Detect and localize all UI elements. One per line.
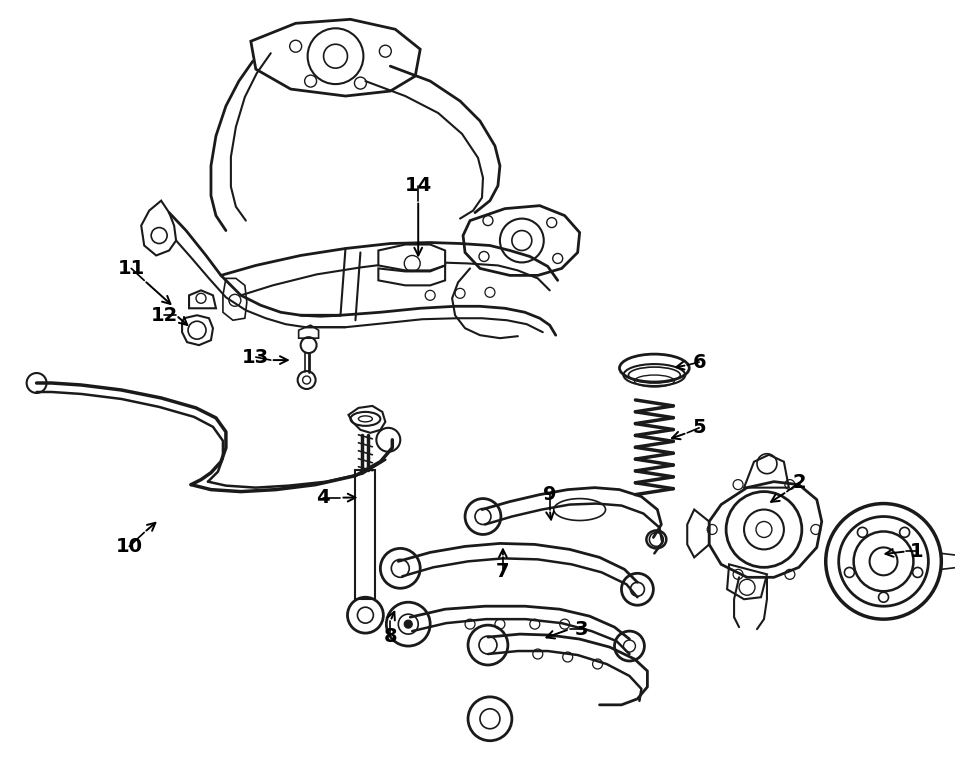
Text: 8: 8 — [384, 627, 397, 645]
Text: 2: 2 — [792, 473, 806, 492]
Text: 11: 11 — [118, 259, 145, 278]
Text: 6: 6 — [692, 353, 706, 372]
Text: 9: 9 — [543, 485, 556, 504]
Text: 3: 3 — [575, 620, 589, 638]
Polygon shape — [378, 245, 445, 270]
Text: 10: 10 — [116, 537, 143, 556]
Text: 4: 4 — [316, 488, 329, 507]
Text: 7: 7 — [496, 562, 510, 581]
Text: 13: 13 — [242, 347, 269, 367]
Text: 1: 1 — [909, 542, 924, 561]
Circle shape — [404, 620, 412, 628]
Text: 12: 12 — [150, 306, 178, 325]
Text: 14: 14 — [405, 176, 432, 196]
Text: 5: 5 — [692, 418, 706, 437]
